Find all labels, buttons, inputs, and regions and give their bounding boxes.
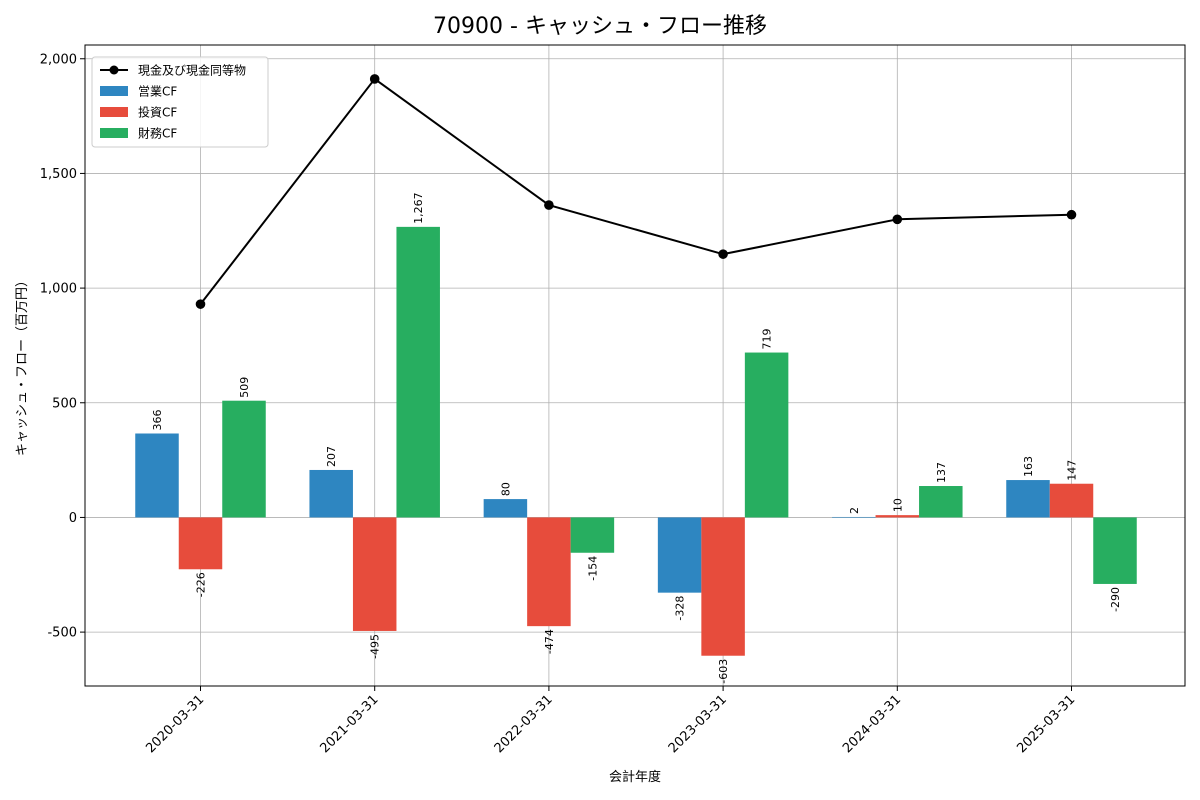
- bar-2025-03-31-s2: [1093, 517, 1137, 584]
- x-tick-label: 2020-03-31: [143, 692, 207, 756]
- bar-2022-03-31-s0: [483, 499, 528, 518]
- bar-2020-03-31-s2: [222, 400, 266, 518]
- legend-box: [91, 56, 269, 148]
- y-axis-label: キャッシュ・フロー（百万円）: [15, 274, 30, 456]
- bar-2024-03-31-s2: [919, 486, 963, 518]
- bar-2024-03-31-s1: [875, 515, 920, 518]
- bar-value-label: -290: [1109, 587, 1122, 612]
- bar-value-label: -226: [195, 572, 208, 597]
- bar-2020-03-31-s1: [178, 517, 223, 570]
- bar-2024-03-31-s0: [832, 516, 876, 518]
- bar-2025-03-31-s0: [1006, 480, 1050, 518]
- bar-2021-03-31-s1: [352, 517, 397, 631]
- cash-point-2020-03-31: [195, 299, 206, 309]
- bar-value-label: -474: [543, 629, 556, 654]
- x-tick-label: 2025-03-31: [1014, 692, 1078, 756]
- y-tick-label: 1,000: [40, 282, 77, 297]
- x-tick-label: 2023-03-31: [666, 692, 730, 756]
- cash-point-2023-03-31: [718, 249, 728, 259]
- bar-value-label: 80: [499, 482, 512, 496]
- bar-2021-03-31-s2: [396, 226, 440, 518]
- legend-bar-swatch: [100, 107, 128, 117]
- bar-2022-03-31-s2: [570, 517, 615, 553]
- bar-2022-03-31-s1: [527, 517, 571, 627]
- bar-value-label: -154: [586, 556, 599, 581]
- cash-line: [199, 77, 1072, 305]
- bar-value-label: -495: [369, 634, 382, 659]
- x-tick-label: 2021-03-31: [317, 692, 381, 756]
- legend-bar-swatch: [100, 128, 128, 138]
- bar-2020-03-31-s0: [135, 433, 179, 518]
- bar-2023-03-31-s0: [657, 517, 702, 593]
- y-tick-label: 2,000: [40, 52, 77, 67]
- bar-value-label: -603: [717, 659, 730, 684]
- legend-bar-swatch: [100, 86, 128, 96]
- legend-label: 財務CF: [138, 126, 177, 141]
- bar-2021-03-31-s0: [309, 469, 353, 518]
- legend-label: 投資CF: [138, 105, 177, 120]
- chart-title: 70900 - キャッシュ・フロー推移: [433, 14, 767, 39]
- legend-label: 現金及び現金同等物: [138, 63, 246, 78]
- bar-value-label: 509: [238, 377, 251, 398]
- x-axis-label: 会計年度: [609, 769, 661, 785]
- bar-value-label: 366: [151, 409, 164, 430]
- bar-2023-03-31-s2: [744, 352, 789, 518]
- bar-value-label: 1,267: [412, 192, 425, 224]
- y-tick-label: -500: [47, 626, 77, 641]
- bar-value-label: -328: [674, 596, 687, 621]
- legend-label: 営業CF: [138, 85, 177, 99]
- cash-line-series: [195, 74, 1077, 309]
- cash-point-2021-03-31: [369, 74, 380, 84]
- bars: [135, 226, 1137, 656]
- plot-area-frame: [84, 44, 1186, 687]
- bar-value-label: 137: [935, 462, 948, 483]
- bar-value-label: 207: [325, 446, 338, 467]
- bar-value-label: 10: [891, 498, 904, 512]
- cash-point-2022-03-31: [544, 200, 554, 210]
- legend-marker: [109, 65, 119, 75]
- cash-point-2024-03-31: [892, 214, 903, 225]
- bar-value-label: 163: [1022, 456, 1035, 477]
- y-axis-ticks: -500 0 500 1,000 1,500 2,000: [40, 52, 85, 641]
- bar-value-label: 147: [1066, 460, 1079, 481]
- data-labels: 366 207 80 -328 2 163 -226 -495 -474 -603 10 147 509…: [151, 192, 1122, 683]
- bar-2025-03-31-s1: [1049, 483, 1094, 518]
- x-tick-label: 2024-03-31: [840, 692, 904, 756]
- bar-value-label: 2: [848, 507, 861, 514]
- y-tick-label: 1,500: [40, 167, 77, 182]
- cash-point-2025-03-31: [1066, 209, 1077, 220]
- y-tick-label: 500: [52, 396, 77, 411]
- bar-2023-03-31-s1: [701, 517, 745, 656]
- bar-value-label: 719: [761, 329, 774, 350]
- y-tick-label: 0: [69, 511, 77, 526]
- x-axis-ticks: 2020-03-31 2021-03-31 2022-03-31 2023-03-31…: [143, 686, 1078, 756]
- x-tick-label: 2022-03-31: [492, 692, 556, 756]
